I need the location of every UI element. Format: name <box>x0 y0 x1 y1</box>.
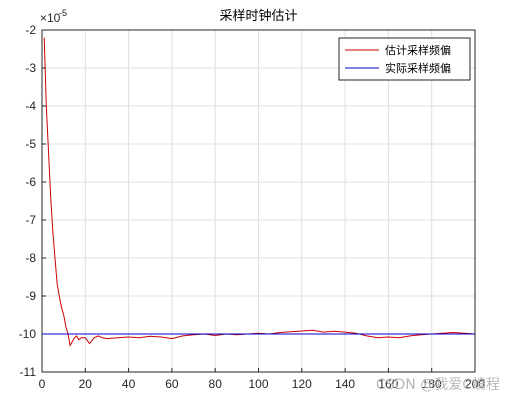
y-tick-label: -3 <box>25 61 36 75</box>
series-lines <box>42 37 476 347</box>
y-tick-label: -2 <box>25 23 36 37</box>
x-tick-label: 200 <box>465 377 485 391</box>
y-scale-exponent: ×10 <box>40 11 61 25</box>
x-tick-label: 140 <box>335 377 355 391</box>
axis-ticks: 0 20 40 60 80 100 120 140 160 180 200 -2 -3 -4 -5 -6 -7 -… <box>19 23 486 391</box>
y-tick-label: -5 <box>25 137 36 151</box>
y-tick-label: -4 <box>25 99 36 113</box>
series-line-1 <box>43 37 476 347</box>
legend-label: 实际采样频偏 <box>385 61 451 75</box>
x-tick-label: 180 <box>422 377 442 391</box>
x-tick-label: 0 <box>39 377 46 391</box>
y-tick-label: -11 <box>20 365 37 379</box>
x-tick-label: 40 <box>122 377 136 391</box>
watermark: CSDN @我爱C编程 <box>376 377 500 393</box>
legend-box <box>338 37 471 81</box>
y-scale-power: -5 <box>59 8 67 18</box>
x-tick-label: 160 <box>378 377 398 391</box>
y-tick-label: -6 <box>25 175 36 189</box>
x-tick-label: 120 <box>292 377 312 391</box>
chart-title: 采样时钟估计 <box>219 8 297 24</box>
y-tick-label: -8 <box>25 251 36 265</box>
x-tick-label: 20 <box>79 377 93 391</box>
y-tick-label: -10 <box>19 327 37 341</box>
x-tick-label: 100 <box>248 377 268 391</box>
x-tick-label: 60 <box>165 377 179 391</box>
legend-label: 估计采样频偏 <box>385 43 451 57</box>
grid <box>41 29 476 373</box>
y-tick-label: -7 <box>25 213 36 227</box>
y-tick-label: -9 <box>25 289 36 303</box>
x-tick-label: 80 <box>209 377 223 391</box>
